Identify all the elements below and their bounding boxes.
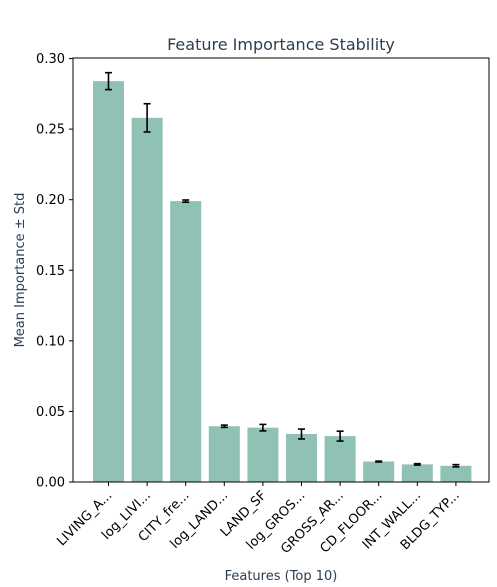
- y-tick-label: 0.05: [36, 405, 65, 420]
- error-bar: [182, 199, 190, 204]
- error-bar: [375, 460, 383, 463]
- bar: [324, 436, 356, 482]
- error-bar: [336, 430, 344, 442]
- bar: [208, 426, 240, 482]
- error-bar: [220, 424, 228, 429]
- plot-frame: [72, 57, 490, 483]
- error-bars-group: [105, 71, 460, 468]
- error-bar: [259, 423, 267, 432]
- bar: [440, 465, 472, 482]
- y-axis: 0.00 0.05 0.10 0.15 0.20 0.25 0.30: [36, 52, 73, 491]
- bar: [363, 461, 395, 482]
- x-axis: LIVING_A...log_LIVI...CITY_fre...log_LAN…: [54, 482, 463, 557]
- chart-title: Feature Importance Stability: [167, 35, 395, 54]
- bar: [286, 434, 317, 482]
- x-axis-label: Features (Top 10): [225, 569, 338, 584]
- y-axis-label: Mean Importance ± Std: [13, 193, 28, 348]
- bar: [247, 427, 279, 482]
- bar: [401, 464, 433, 482]
- error-bar: [413, 462, 421, 466]
- y-tick-label: 0.25: [36, 123, 65, 138]
- y-tick-label: 0.20: [36, 193, 65, 208]
- bar: [170, 201, 202, 483]
- bars-group: [93, 81, 472, 483]
- error-bar: [452, 463, 460, 468]
- bar: [93, 81, 124, 483]
- error-bar: [143, 102, 151, 133]
- error-bar: [105, 71, 112, 91]
- y-tick-label: 0.00: [36, 476, 65, 491]
- y-tick-label: 0.10: [36, 334, 65, 349]
- y-tick-label: 0.15: [36, 264, 65, 279]
- bar: [131, 117, 163, 482]
- error-bar: [298, 428, 305, 440]
- y-tick-label: 0.30: [36, 52, 65, 67]
